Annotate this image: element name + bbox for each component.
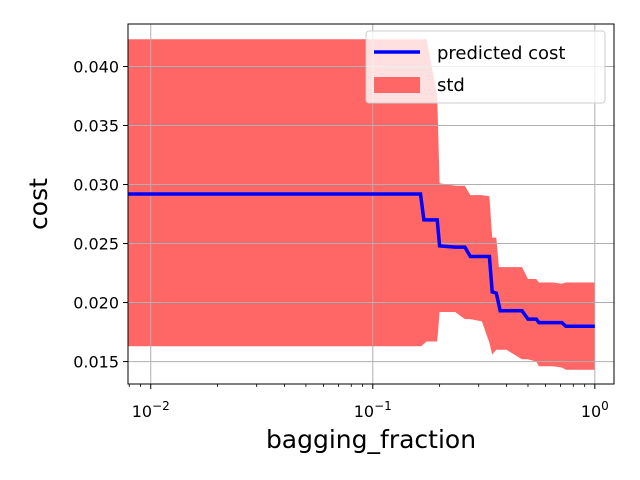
legend-std-swatch xyxy=(374,77,420,93)
y-tick-label-1: 0.020 xyxy=(73,294,119,313)
x-axis-label: bagging_fraction xyxy=(266,425,476,454)
y-tick-label-4: 0.035 xyxy=(73,117,119,136)
y-axis-label: cost xyxy=(24,178,53,230)
predicted-cost-line xyxy=(128,192,595,328)
y-tick-label-5: 0.040 xyxy=(73,57,119,76)
x-tick-label-1: 10−1 xyxy=(354,399,392,421)
legend-box xyxy=(365,30,606,104)
x-tick-label-0: 10−2 xyxy=(132,399,170,421)
plot-frame xyxy=(127,23,615,385)
y-tick-label-2: 0.025 xyxy=(73,235,119,254)
std-band xyxy=(128,39,595,370)
y-tick-label-3: 0.030 xyxy=(73,176,119,195)
legend-label-predicted-cost: predicted cost xyxy=(437,43,565,64)
legend: predicted cost std xyxy=(365,30,606,104)
y-tick-label-0: 0.015 xyxy=(73,353,119,372)
legend-label-std: std xyxy=(437,75,465,96)
x-tick-label-2: 100 xyxy=(581,399,609,421)
